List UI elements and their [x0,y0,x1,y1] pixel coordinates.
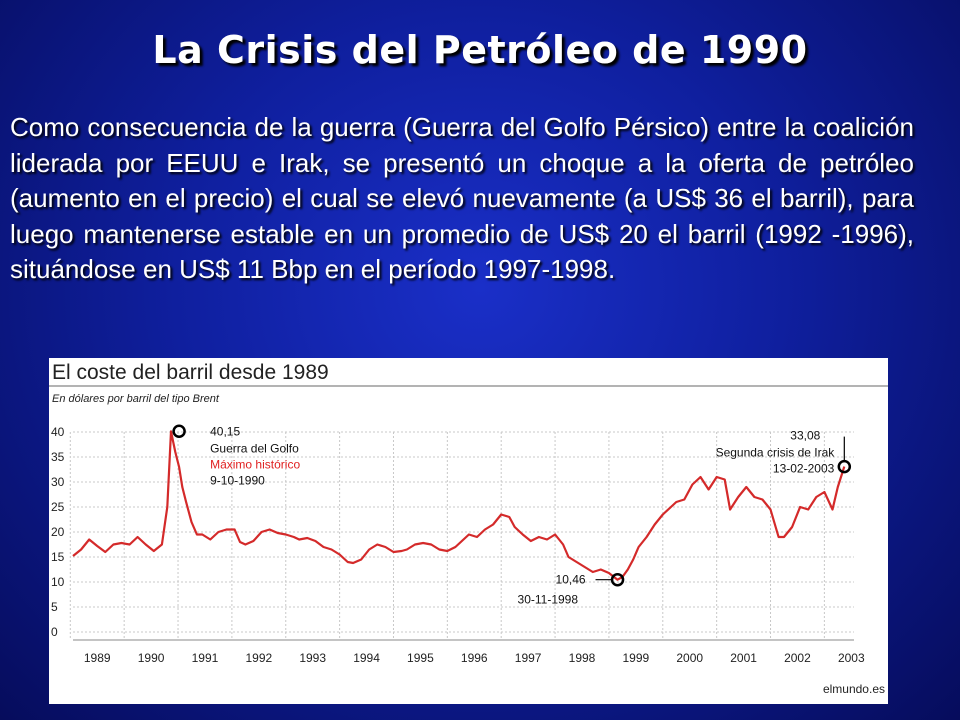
peak-marker [172,424,186,438]
chart-grid [69,431,854,640]
x-tick-label: 2003 [838,651,865,665]
x-tick-label: 1993 [299,651,326,665]
low-value-label: 10,46 [556,573,586,587]
y-tick-label: 35 [51,450,65,464]
low-date-label: 30-11-1998 [518,593,579,607]
slide-title: La Crisis del Petróleo de 1990 [152,28,808,72]
x-tick-label: 1995 [407,651,434,665]
x-tick-label: 1992 [245,651,272,665]
chart-source: elmundo.es [823,682,885,696]
peak-value-label: 40,15 [210,424,240,438]
last-marker [837,459,852,474]
oil-price-chart: El coste del barril desde 1989 En dólare… [49,358,888,704]
y-tick-label: 0 [51,625,58,639]
last-event-label: Segunda crisis de Irak [716,446,836,460]
x-tick-label: 1996 [461,651,488,665]
slide-body-text: Como consecuencia de la guerra (Guerra d… [10,112,914,284]
peak-event-label: Guerra del Golfo [210,441,299,455]
x-tick-label: 1990 [138,651,165,665]
y-tick-label: 20 [51,525,65,539]
x-tick-label: 1994 [353,651,380,665]
peak-date-label: 9-10-1990 [210,473,265,487]
y-tick-label: 40 [51,425,65,439]
chart-annotations: 40,15 Guerra del Golfo Máximo histórico 9-1… [172,424,852,607]
x-tick-label: 1991 [192,651,219,665]
x-tick-label: 2000 [676,651,703,665]
chart-series [72,430,846,581]
y-tick-label: 15 [51,550,65,564]
peak-record-label: Máximo histórico [210,457,300,471]
x-tick-label: 1989 [84,651,111,665]
x-tick-label: 1997 [515,651,542,665]
chart-subtitle: En dólares por barril del tipo Brent [52,393,220,405]
y-tick-label: 5 [51,600,58,614]
price-series-line [72,430,846,581]
chart-svg: El coste del barril desde 1989 En dólare… [49,361,888,696]
last-value-label: 33,08 [790,429,820,443]
x-tick-label: 1998 [569,651,596,665]
chart-title: El coste del barril desde 1989 [52,361,329,384]
chart-axes: 0 5 10 15 20 25 30 35 40 1989 1990 1991 1992 1993 1994… [51,425,865,665]
last-date-label: 13-02-2003 [773,462,835,476]
y-tick-label: 10 [51,575,65,589]
y-tick-label: 30 [51,475,65,489]
x-tick-label: 1999 [623,651,650,665]
x-tick-label: 2001 [730,651,757,665]
y-tick-label: 25 [51,500,65,514]
x-tick-label: 2002 [784,651,811,665]
